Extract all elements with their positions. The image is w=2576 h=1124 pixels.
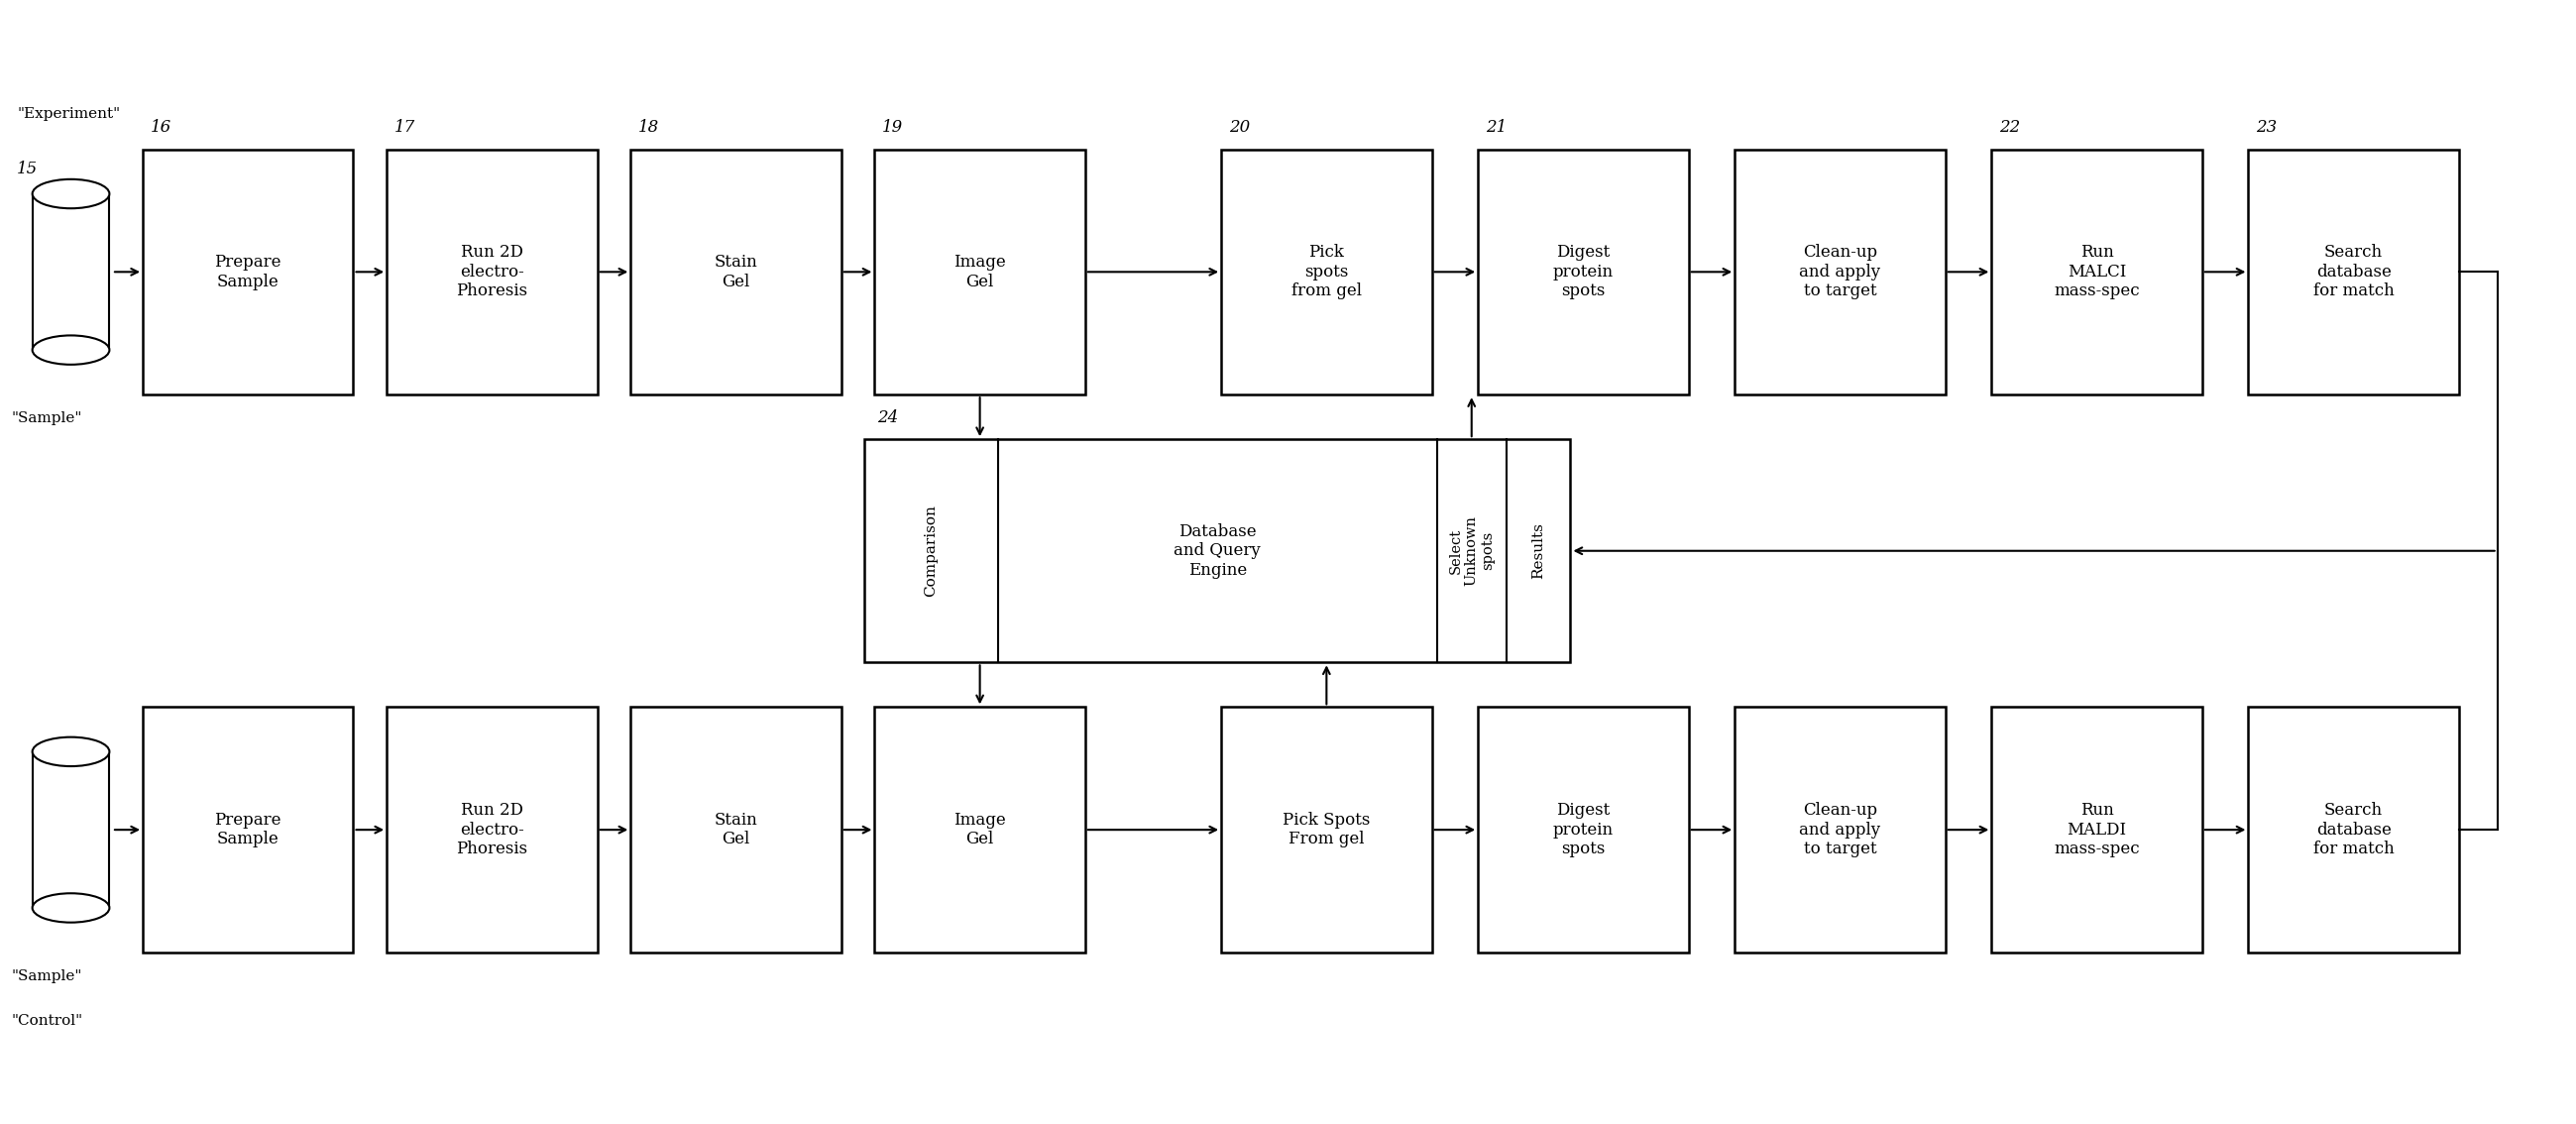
Text: Database
and Query
Engine: Database and Query Engine [1175,523,1260,579]
Text: 20: 20 [1229,119,1249,136]
Text: 22: 22 [1999,119,2020,136]
Text: Run 2D
electro-
Phoresis: Run 2D electro- Phoresis [456,801,528,858]
Ellipse shape [33,737,108,767]
Text: 24: 24 [878,409,899,426]
Bar [876,149,1084,395]
Text: 19: 19 [884,119,904,136]
Bar [1734,707,1945,952]
Text: 21: 21 [1486,119,1507,136]
Text: Clean-up
and apply
to target: Clean-up and apply to target [1801,244,1880,300]
Bar [2249,707,2460,952]
Bar [631,149,842,395]
Ellipse shape [33,179,108,208]
Bar [386,707,598,952]
Text: Digest
protein
spots: Digest protein spots [1553,244,1613,300]
Bar [142,707,353,952]
Text: 16: 16 [149,119,173,136]
Text: "Experiment": "Experiment" [18,108,121,121]
Text: Pick Spots
From gel: Pick Spots From gel [1283,812,1370,847]
Text: Results: Results [1530,523,1546,579]
Text: Prepare
Sample: Prepare Sample [214,254,281,290]
Ellipse shape [33,894,108,923]
Text: Run 2D
electro-
Phoresis: Run 2D electro- Phoresis [456,244,528,300]
Bar [1221,149,1432,395]
Bar [876,707,1084,952]
Text: Select
Unknown
spots: Select Unknown spots [1448,516,1494,586]
Text: "Sample": "Sample" [13,411,82,425]
Text: Digest
protein
spots: Digest protein spots [1553,801,1613,858]
Text: 18: 18 [639,119,659,136]
Bar [142,149,353,395]
Bar [866,439,1571,662]
Bar [2249,149,2460,395]
Bar [1221,707,1432,952]
Bar [1479,149,1687,395]
Text: Comparison: Comparison [925,505,938,597]
Text: Image
Gel: Image Gel [953,812,1007,847]
Text: Search
database
for match: Search database for match [2313,801,2393,858]
Text: Stain
Gel: Stain Gel [714,254,757,290]
Bar [1991,149,2202,395]
Text: Search
database
for match: Search database for match [2313,244,2393,300]
Text: 23: 23 [2257,119,2277,136]
Text: "Control": "Control" [13,1014,82,1027]
Text: 15: 15 [18,161,39,178]
Text: "Sample": "Sample" [13,969,82,984]
Text: Prepare
Sample: Prepare Sample [214,812,281,847]
Text: Stain
Gel: Stain Gel [714,812,757,847]
Bar [631,707,842,952]
Text: Pick
spots
from gel: Pick spots from gel [1291,244,1363,300]
Text: 17: 17 [394,119,415,136]
Bar [1734,149,1945,395]
Text: Image
Gel: Image Gel [953,254,1007,290]
Bar [1479,707,1687,952]
Text: Run
MALCI
mass-spec: Run MALCI mass-spec [2053,244,2141,300]
Text: Run
MALDI
mass-spec: Run MALDI mass-spec [2053,801,2141,858]
Text: Clean-up
and apply
to target: Clean-up and apply to target [1801,801,1880,858]
Ellipse shape [33,335,108,364]
Bar [1991,707,2202,952]
Bar [386,149,598,395]
